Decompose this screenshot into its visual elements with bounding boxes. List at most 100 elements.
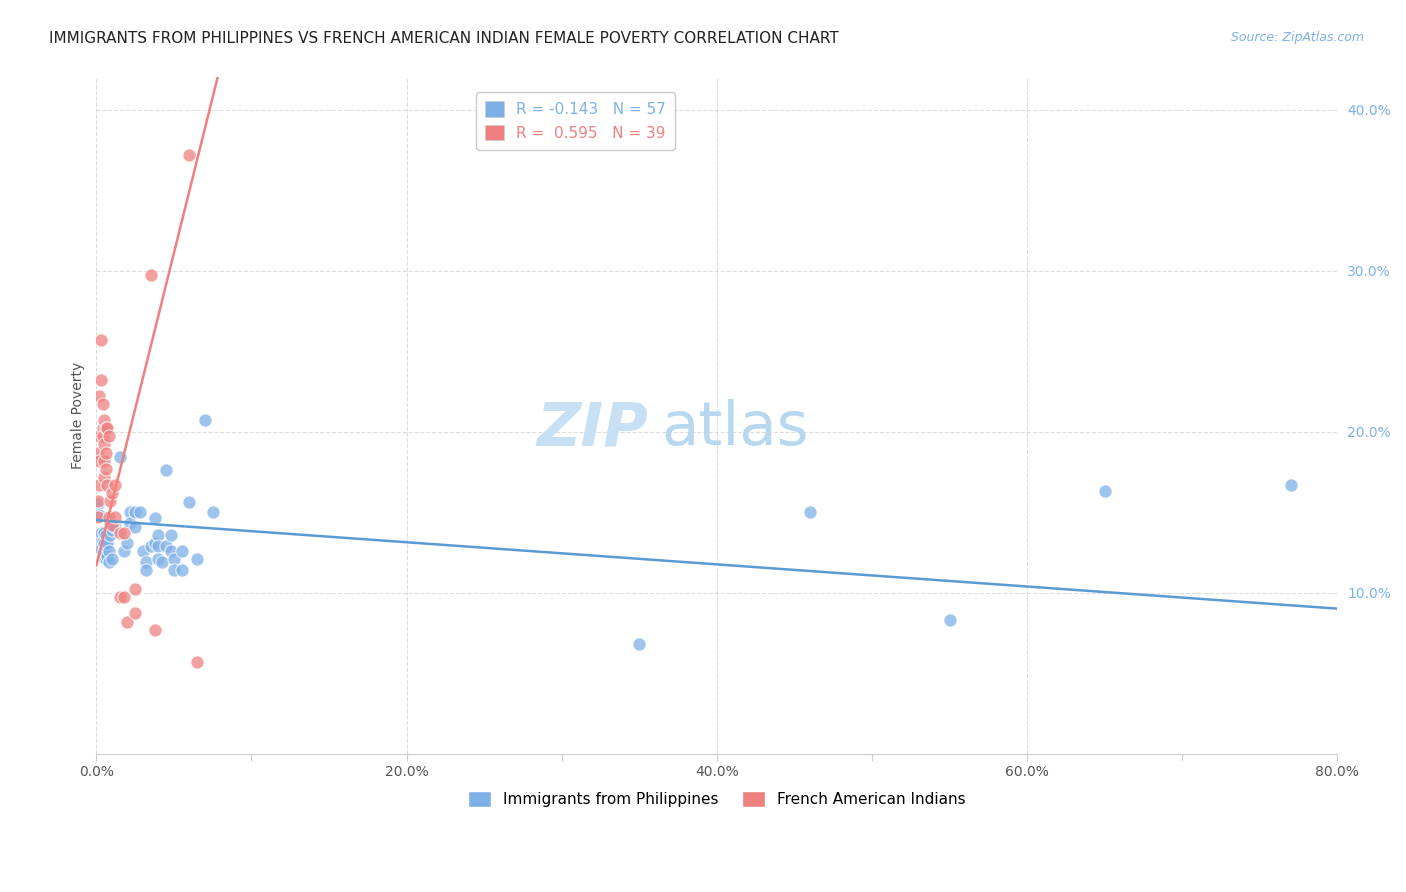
Point	[91, 550, 114, 565]
Point	[89, 429, 111, 443]
Point	[148, 539, 170, 553]
Point	[186, 551, 208, 566]
Point	[120, 516, 142, 531]
Point	[124, 582, 146, 597]
Point	[139, 268, 162, 283]
Point	[128, 505, 150, 519]
Text: IMMIGRANTS FROM PHILIPPINES VS FRENCH AMERICAN INDIAN FEMALE POVERTY CORRELATION: IMMIGRANTS FROM PHILIPPINES VS FRENCH AM…	[49, 31, 839, 46]
Point	[98, 527, 121, 541]
Point	[96, 535, 118, 549]
Point	[135, 563, 157, 577]
Point	[799, 505, 821, 519]
Point	[163, 551, 186, 566]
Point	[101, 517, 124, 532]
Point	[94, 421, 117, 435]
Point	[120, 505, 142, 519]
Point	[93, 413, 115, 427]
Point	[90, 333, 112, 347]
Point	[101, 551, 124, 566]
Point	[628, 637, 651, 651]
Point	[143, 623, 166, 637]
Point	[87, 509, 110, 524]
Point	[104, 509, 127, 524]
Point	[101, 523, 124, 537]
Point	[96, 549, 118, 563]
Point	[94, 539, 117, 553]
Point	[94, 445, 117, 459]
Point	[87, 445, 110, 459]
Point	[117, 615, 139, 629]
Text: ZIP: ZIP	[537, 400, 648, 458]
Point	[97, 429, 120, 443]
Point	[96, 477, 118, 491]
Point	[90, 526, 112, 541]
Text: atlas: atlas	[661, 400, 808, 458]
Point	[179, 147, 201, 161]
Point	[1094, 484, 1116, 499]
Point	[93, 543, 115, 558]
Point	[94, 551, 117, 566]
Point	[179, 495, 201, 509]
Text: Source: ZipAtlas.com: Source: ZipAtlas.com	[1230, 31, 1364, 45]
Point	[90, 542, 112, 557]
Point	[112, 526, 135, 541]
Point	[938, 613, 960, 627]
Point	[132, 543, 155, 558]
Point	[101, 485, 124, 500]
Point	[93, 526, 115, 541]
Point	[159, 527, 181, 541]
Point	[91, 429, 114, 443]
Point	[90, 373, 112, 387]
Point	[91, 397, 114, 411]
Point	[94, 461, 117, 475]
Point	[89, 389, 111, 403]
Point	[143, 511, 166, 525]
Point	[87, 493, 110, 508]
Point	[93, 453, 115, 467]
Point	[117, 535, 139, 549]
Point	[89, 453, 111, 467]
Point	[148, 527, 170, 541]
Point	[170, 563, 193, 577]
Y-axis label: Female Poverty: Female Poverty	[72, 362, 86, 469]
Point	[94, 527, 117, 541]
Point	[104, 477, 127, 491]
Point	[98, 516, 121, 531]
Point	[104, 519, 127, 533]
Point	[124, 505, 146, 519]
Point	[97, 509, 120, 524]
Point	[97, 555, 120, 569]
Point	[124, 607, 146, 621]
Point	[108, 526, 131, 541]
Point	[93, 469, 115, 483]
Point	[93, 537, 115, 551]
Point	[89, 534, 111, 549]
Point	[143, 535, 166, 549]
Point	[201, 505, 224, 519]
Point	[96, 421, 118, 435]
Point	[89, 508, 111, 523]
Point	[112, 543, 135, 558]
Point	[91, 421, 114, 435]
Point	[163, 563, 186, 577]
Point	[124, 519, 146, 533]
Point	[170, 543, 193, 558]
Point	[150, 555, 173, 569]
Point	[89, 477, 111, 491]
Point	[97, 543, 120, 558]
Point	[98, 493, 121, 508]
Point	[159, 543, 181, 558]
Point	[139, 539, 162, 553]
Point	[186, 655, 208, 669]
Point	[155, 539, 177, 553]
Point	[93, 437, 115, 451]
Point	[91, 534, 114, 549]
Point	[1279, 477, 1302, 491]
Point	[108, 591, 131, 605]
Point	[87, 497, 110, 511]
Point	[108, 450, 131, 465]
Point	[148, 551, 170, 566]
Point	[135, 555, 157, 569]
Point	[155, 463, 177, 477]
Point	[194, 413, 217, 427]
